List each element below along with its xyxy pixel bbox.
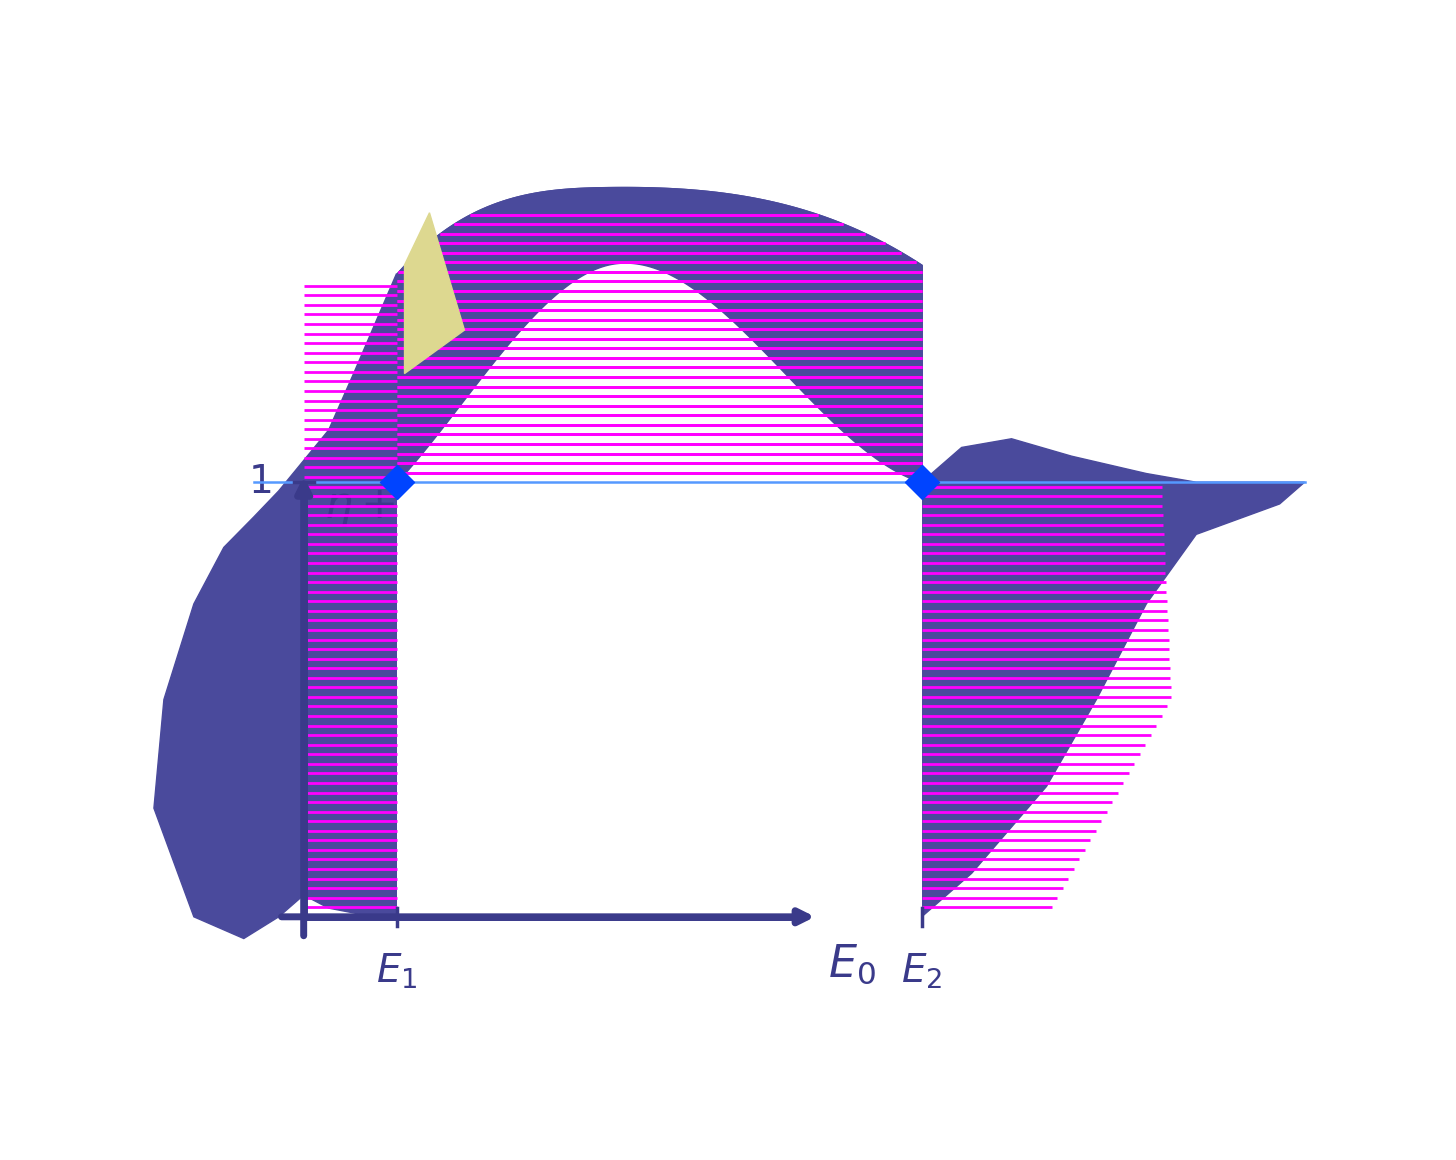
Point xyxy=(910,473,933,492)
Text: $E_1$: $E_1$ xyxy=(376,951,418,991)
Text: $\eta+\delta$: $\eta+\delta$ xyxy=(323,483,434,529)
Polygon shape xyxy=(922,438,1305,916)
Text: $E_2$: $E_2$ xyxy=(901,951,942,991)
Text: 1: 1 xyxy=(249,463,274,501)
Bar xyxy=(396,483,922,916)
Polygon shape xyxy=(396,262,922,483)
Text: $E_0$: $E_0$ xyxy=(828,943,875,986)
Polygon shape xyxy=(405,212,464,374)
Point xyxy=(384,473,408,492)
Polygon shape xyxy=(154,274,396,938)
